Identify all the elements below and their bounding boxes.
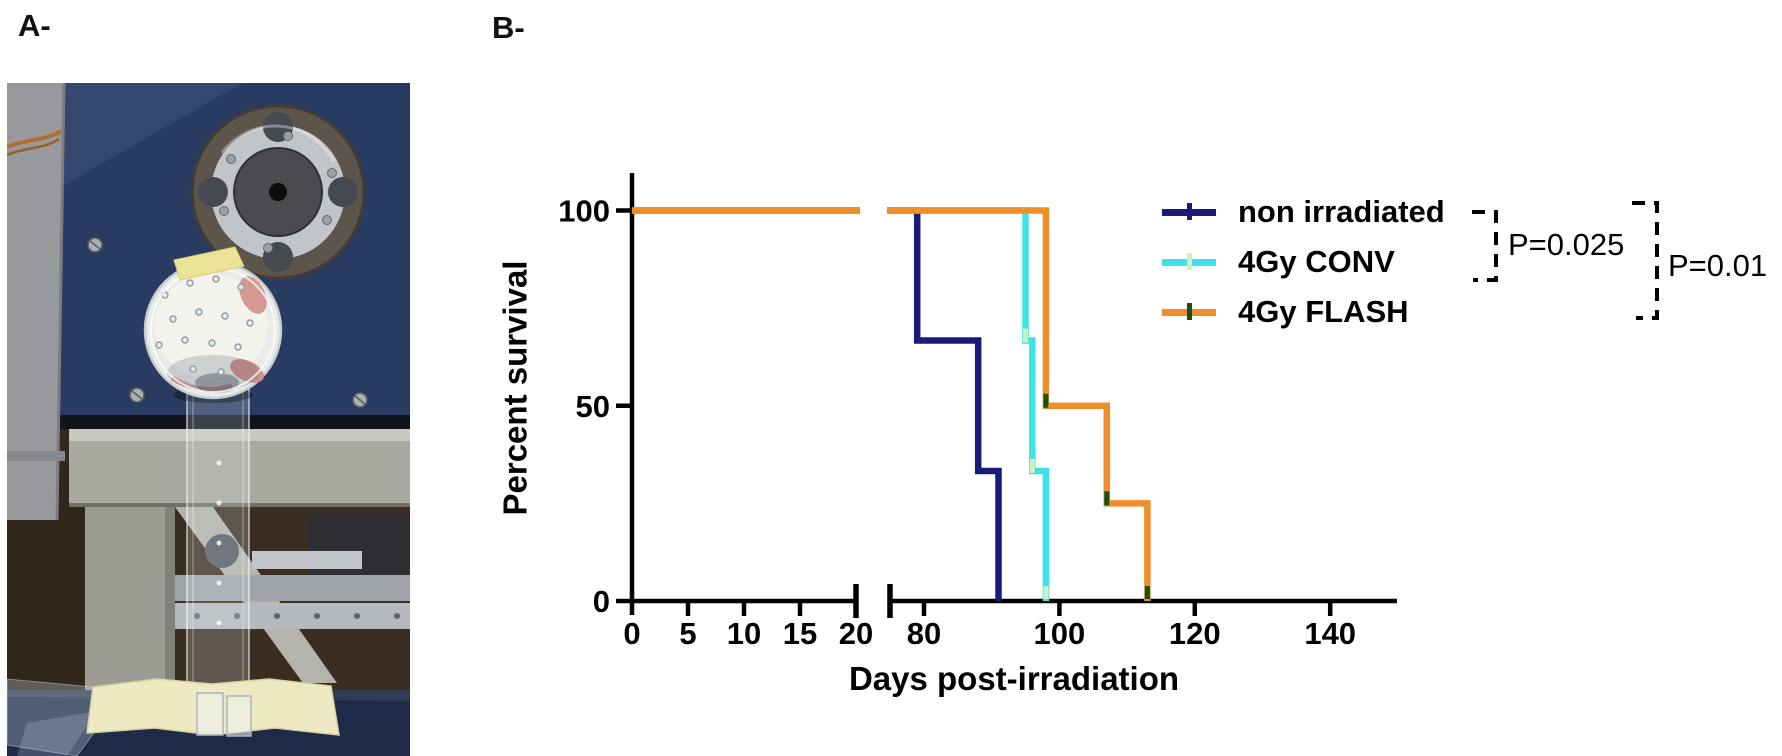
x-tick-label: 80 <box>907 616 941 651</box>
panel-a-label: A- <box>18 8 51 43</box>
x-tick-label: 5 <box>679 616 696 651</box>
legend-swatch <box>1162 292 1216 332</box>
survival-tick-icon <box>1187 253 1192 270</box>
mouse <box>154 274 268 378</box>
x-tick-label: 120 <box>1169 616 1221 651</box>
panel-screws <box>87 237 368 408</box>
acrylic-plate <box>186 382 250 691</box>
y-tick-label: 0 <box>593 584 610 619</box>
legend-label: 4Gy CONV <box>1238 244 1395 279</box>
survival-curve-non-irradiated <box>632 207 1002 601</box>
beam-port <box>190 104 366 280</box>
survival-tick-icon <box>1187 303 1192 320</box>
tape-holder <box>86 678 340 737</box>
positioning-stage <box>175 513 410 629</box>
y-tick-label: 50 <box>576 389 610 424</box>
legend-item-4gy-flash: 4Gy FLASH <box>0 292 1409 332</box>
x-axis-title: Days post-irradiation <box>849 660 1179 697</box>
legend-label: 4Gy FLASH <box>1238 294 1409 329</box>
petri-dish <box>143 246 283 403</box>
legend-label: non irradiated <box>1238 194 1445 229</box>
panel-b-label: B- <box>492 10 525 45</box>
pvalue-label-flash: P=0.01 <box>1668 248 1768 283</box>
x-tick-label: 20 <box>839 616 873 651</box>
x-tick-label: 100 <box>1034 616 1086 651</box>
survival-curve-4Gy-CONV <box>632 207 1050 601</box>
survival-curve-4Gy-FLASH <box>632 207 1151 601</box>
irradiation-setup-photo <box>7 83 410 756</box>
x-tick-label: 15 <box>783 616 817 651</box>
air-holes <box>155 275 254 376</box>
x-tick-label: 10 <box>727 616 761 651</box>
x-tick-label: 0 <box>623 616 640 651</box>
legend-item-4gy-conv: 4Gy CONV <box>0 242 1395 282</box>
support-pole <box>7 83 66 521</box>
legend-item-non-irradiated: non irradiated <box>0 192 1445 232</box>
y-axis-title: Percent survival <box>497 261 534 516</box>
pvalue-label-conv: P=0.025 <box>1508 227 1625 262</box>
dish-tape <box>173 246 245 281</box>
pvalue-bracket-conv <box>1472 210 1498 282</box>
orange-wire <box>7 129 63 149</box>
y-tick-label: 100 <box>558 194 610 229</box>
x-tick-label: 140 <box>1304 616 1356 651</box>
legend-swatch <box>1162 192 1216 232</box>
survival-tick-icon <box>1187 203 1192 220</box>
legend-swatch <box>1162 242 1216 282</box>
pvalue-bracket-flash <box>1632 201 1659 320</box>
